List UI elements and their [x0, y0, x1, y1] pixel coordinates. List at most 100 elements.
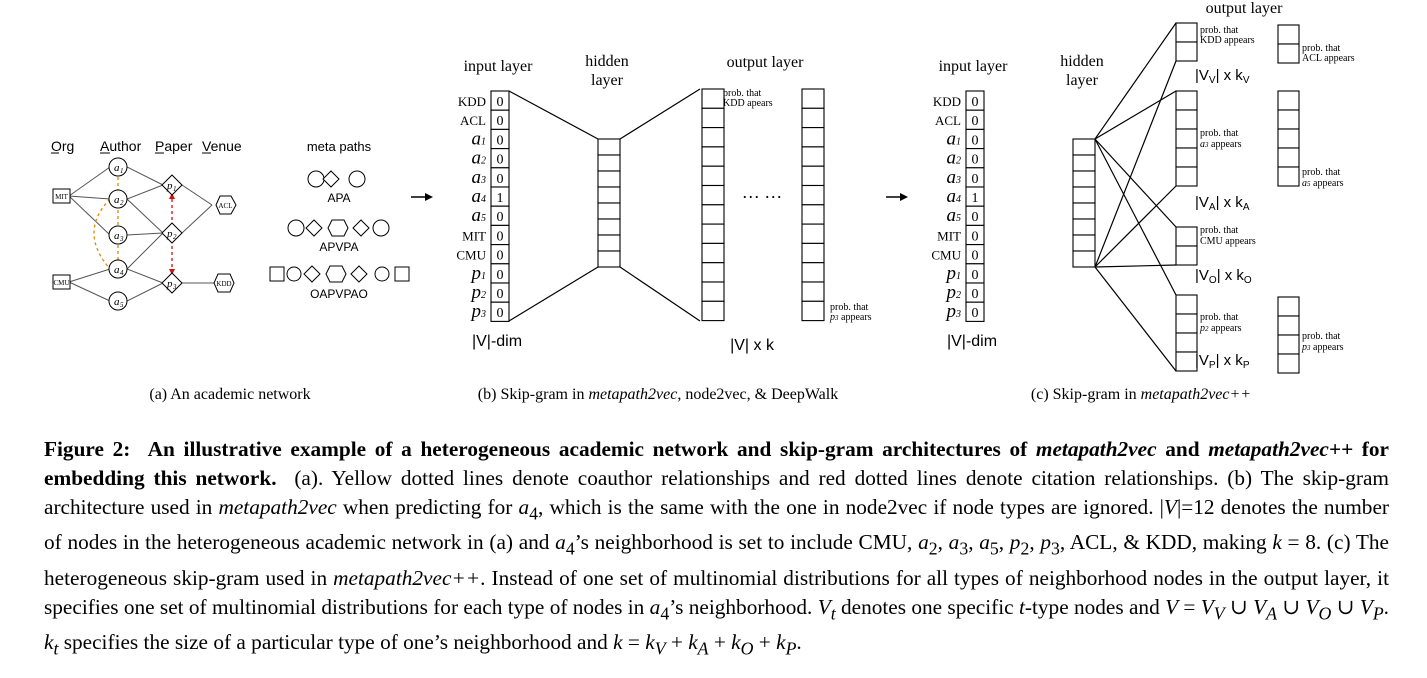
input-label: a5 — [472, 205, 487, 226]
input-value: 0 — [972, 229, 979, 244]
input-value: 0 — [497, 306, 504, 321]
input-label: a5 — [947, 205, 962, 226]
output-unit — [801, 281, 825, 302]
input-row-a5: 0 a5 — [472, 205, 510, 226]
connection-line — [1094, 264, 1177, 268]
input-label: a4 — [472, 186, 487, 207]
output-unit — [1175, 22, 1198, 43]
output-layer-title-c: output layer — [1206, 0, 1284, 17]
output-unit — [1277, 128, 1300, 149]
output-unit — [701, 204, 725, 225]
input-value: 0 — [497, 153, 504, 168]
output-unit — [801, 223, 825, 244]
output-unit — [1175, 90, 1198, 111]
input-label: a3 — [472, 167, 487, 188]
input-label: KDD — [458, 94, 486, 109]
input-value: 0 — [972, 210, 979, 225]
hidden-unit — [1072, 234, 1096, 252]
output-unit — [1277, 147, 1300, 168]
output-unit — [801, 165, 825, 187]
output-unit — [1175, 245, 1198, 266]
input-layer-title-c: input layer — [939, 58, 1009, 75]
svg-text:2: 2 — [173, 233, 177, 241]
svg-text:1: 1 — [173, 185, 177, 193]
input-row-kdd: 0 KDD — [458, 90, 510, 111]
output-unit — [801, 204, 825, 225]
output-unit — [1277, 43, 1300, 64]
connection-line — [1094, 266, 1177, 372]
svg-text:MIT: MIT — [55, 193, 69, 201]
input-label: p2 — [470, 282, 487, 303]
input-layer-c: 0 KDD 0 ACL 0 a1 0 a2 0 a3 1 a4 0 a5 0 MIT 0 CMU 0 p1 0 p2 0 p3 — [886, 90, 985, 322]
input-row-p2: 0 p2 — [470, 282, 510, 303]
input-value: 0 — [497, 133, 504, 148]
hidden-unit — [1072, 186, 1096, 204]
output-unit — [801, 242, 825, 264]
input-value: 1 — [497, 191, 504, 206]
hidden-unit — [597, 186, 621, 204]
network-edges — [68, 166, 214, 302]
input-row-a3: 0 a3 — [472, 167, 510, 188]
output-unit — [1175, 109, 1198, 130]
hidden-layer-c — [1072, 138, 1096, 268]
group-a-label: |VA| x kA — [1195, 194, 1250, 213]
output-unit — [1277, 353, 1300, 374]
group-v-label: |VV| x kV — [1195, 67, 1250, 86]
input-row-a5: 0 a5 — [947, 205, 985, 226]
figure-caption: Figure 2: An illustrative example of a h… — [44, 435, 1389, 663]
output-note-kdd-line1: prob. that — [723, 88, 762, 99]
input-value: 0 — [497, 172, 504, 187]
output-unit — [1277, 296, 1300, 317]
hidden-unit — [597, 218, 621, 236]
hidden-layer-title-c-line1: hidden — [1060, 53, 1104, 70]
input-label: a3 — [947, 167, 962, 188]
output-unit — [1175, 332, 1198, 353]
output-group-o — [1175, 226, 1198, 266]
svg-text:a3 appears: a3 appears — [1200, 139, 1242, 150]
output-unit — [1277, 334, 1300, 355]
svg-text:a: a — [114, 162, 120, 174]
input-label: a2 — [947, 148, 962, 169]
output-unit — [1175, 166, 1198, 187]
output-dim-label: |V| x k — [730, 337, 775, 354]
output-unit — [801, 184, 825, 206]
hidden-layer-title-c-line2: layer — [1066, 72, 1099, 89]
output-unit — [1277, 166, 1300, 187]
meta-path-apvpa-label: APVPA — [319, 240, 358, 254]
panel-b-caption: (b) Skip-gram in metapath2vec, node2vec,… — [478, 386, 838, 403]
svg-text:a: a — [114, 194, 120, 206]
input-value: 0 — [972, 133, 979, 148]
input-row-a3: 0 a3 — [947, 167, 985, 188]
output-unit — [1175, 128, 1198, 149]
hidden-unit — [1072, 138, 1096, 156]
svg-text:prob. that: prob. that — [1200, 25, 1239, 36]
group-o-notes: prob. that CMU appears — [1200, 225, 1256, 247]
meta-path-apa-label: APA — [327, 191, 350, 205]
hidden-unit — [597, 202, 621, 220]
hidden-layer — [597, 138, 621, 268]
meta-path-apa — [307, 170, 366, 188]
ellipsis-dots: ··· ··· — [742, 187, 782, 207]
input-label: a1 — [947, 128, 962, 149]
svg-text:p2 appears: p2 appears — [1199, 323, 1242, 334]
svg-text:KDD appears: KDD appears — [1200, 35, 1255, 46]
input-value: 1 — [972, 191, 979, 206]
output-group-p — [1175, 294, 1300, 374]
group-o-label: |VO| x kO — [1195, 267, 1252, 286]
output-unit — [701, 146, 725, 167]
caption-bold-text: An illustrative example of a heterogeneo… — [44, 437, 1389, 490]
input-row-mit: 0 MIT — [937, 224, 985, 246]
svg-text:p: p — [166, 278, 173, 290]
output-unit — [801, 127, 825, 148]
svg-text:a: a — [114, 296, 120, 308]
output-unit — [1277, 24, 1300, 45]
output-unit — [1175, 147, 1198, 168]
input-value: 0 — [972, 249, 979, 264]
input-label: KDD — [933, 94, 961, 109]
input-row-a4: 1 a4 — [886, 186, 985, 207]
input-label: p1 — [945, 263, 962, 284]
svg-text:prob. that: prob. that — [1302, 167, 1341, 178]
